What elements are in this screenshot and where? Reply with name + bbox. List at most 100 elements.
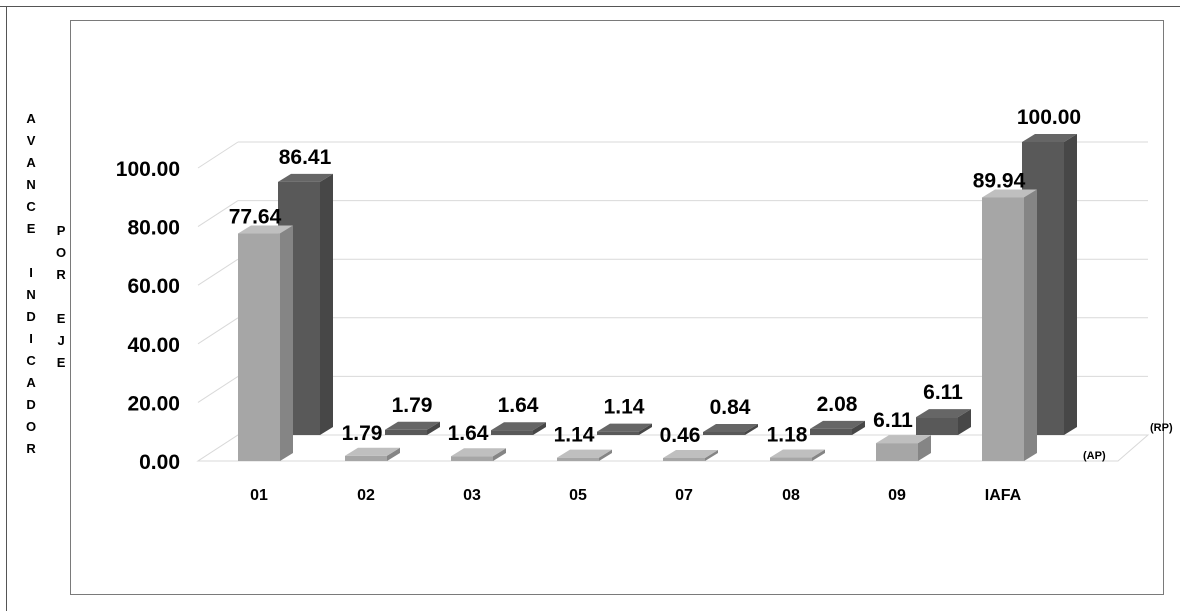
data-label-rp: 1.14 [604,396,645,419]
bar-ap-side [918,435,931,461]
bar-ap-top [876,435,931,444]
bar-ap [982,189,1037,461]
x-tick-label: 07 [675,487,693,504]
bar-rp [597,423,652,435]
bar-ap-side [599,449,612,461]
bar-rp-front [916,417,958,435]
data-labels: 86.41 1.79 1.64 1.14 0.84 2.08 6.11 100.00 77.64… [229,106,1081,447]
bar-ap-front [663,458,705,461]
bar-rp-side [745,424,758,435]
gridline-diagonal [197,200,239,228]
bar-rp-side [639,423,652,435]
bar-rp-top [278,173,333,182]
bar-ap-side [705,450,718,461]
bar-rp-front [810,428,852,435]
bar-ap [557,449,612,461]
bar-ap-front [876,443,918,461]
bar-ap-top [345,447,400,456]
bar-ap [770,449,825,461]
gridline-diagonal [197,141,239,169]
bar-ap [451,448,506,461]
bar-ap-front [982,197,1024,461]
x-tick-label: IAFA [985,487,1022,504]
y-tick-label: 60.00 [127,275,180,298]
data-label-rp: 1.79 [392,394,433,417]
bar-ap-side [493,448,506,461]
chart-frame [70,20,1164,595]
y-tick-label: 40.00 [127,334,180,357]
bar-rp [491,422,546,435]
data-label-rp: 6.11 [923,381,963,404]
bar-rp-front [597,431,639,435]
data-label-rp: 1.64 [498,394,539,417]
bar-ap-front [451,456,493,461]
bar-rp-side [1064,134,1077,435]
bar-rp-side [533,422,546,435]
left-border [6,6,7,611]
data-label-rp: 100.00 [1017,106,1081,129]
x-tick-label: 09 [888,487,906,504]
bar-rp [385,421,440,435]
bar-ap-side [1024,189,1037,461]
data-label-ap: 1.64 [448,422,489,445]
bar-rp-top [703,424,758,432]
depth-labels: (RP) (AP) [1083,422,1173,462]
bar-rp [916,409,971,435]
bar-ap-front [345,455,387,461]
bar-ap-top [982,189,1037,198]
bar-ap-top [770,449,825,458]
depth-label-ap: (AP) [1083,450,1106,462]
x-tick-labels: 01 02 03 05 07 08 09 IAFA [250,487,1022,504]
bars [238,134,1077,461]
bar-ap-top [663,450,718,458]
bar-rp-front [385,429,427,435]
bar-rp [703,424,758,435]
x-tick-label: 02 [357,487,375,504]
x-tick-label: 05 [569,487,587,504]
gridline-diagonal [197,375,239,403]
bar-ap [876,435,931,461]
data-label-ap: 1.18 [767,424,808,447]
bar-ap-side [812,449,825,461]
bar-rp-top [491,422,546,431]
bar-rp-front [703,432,745,435]
data-label-rp: 86.41 [279,146,332,169]
bar-ap-side [387,447,400,461]
gridline-diagonal [197,258,239,286]
bar-rp-side [427,421,440,435]
bar-rp-top [1022,134,1077,142]
bar-rp-side [852,420,865,435]
bar-rp-top [810,420,865,429]
bar-ap [345,447,400,461]
gridline-diagonal [197,317,239,345]
bar-ap-side [280,225,293,461]
data-label-ap: 1.79 [342,422,383,445]
y-tick-label: 20.00 [127,392,180,415]
y-tick-label: 0.00 [139,451,180,474]
x-tick-label: 03 [463,487,481,504]
depth-label-rp: (RP) [1150,422,1173,434]
bar-rp [810,420,865,435]
x-tick-label: 08 [782,487,800,504]
bar-rp-side [320,173,333,435]
x-tick-label: 01 [250,487,268,504]
bar-ap-top [238,225,293,234]
bar-rp-top [385,421,440,430]
bar-ap [238,225,293,461]
data-label-ap: 77.64 [229,206,282,229]
bar-ap [663,450,718,461]
data-label-rp: 0.84 [710,396,751,419]
data-label-rp: 2.08 [817,393,858,416]
data-label-ap: 0.46 [660,424,701,447]
bar-ap-front [770,457,812,461]
bar-ap-top [451,448,506,457]
y-tick-label: 80.00 [127,217,180,240]
bar-rp-top [916,409,971,418]
top-border [0,6,1180,7]
bar-ap-front [557,457,599,461]
y-tick-labels: 0.00 20.00 40.00 60.00 80.00 100.00 [116,158,180,474]
y-tick-label: 100.00 [116,158,180,181]
